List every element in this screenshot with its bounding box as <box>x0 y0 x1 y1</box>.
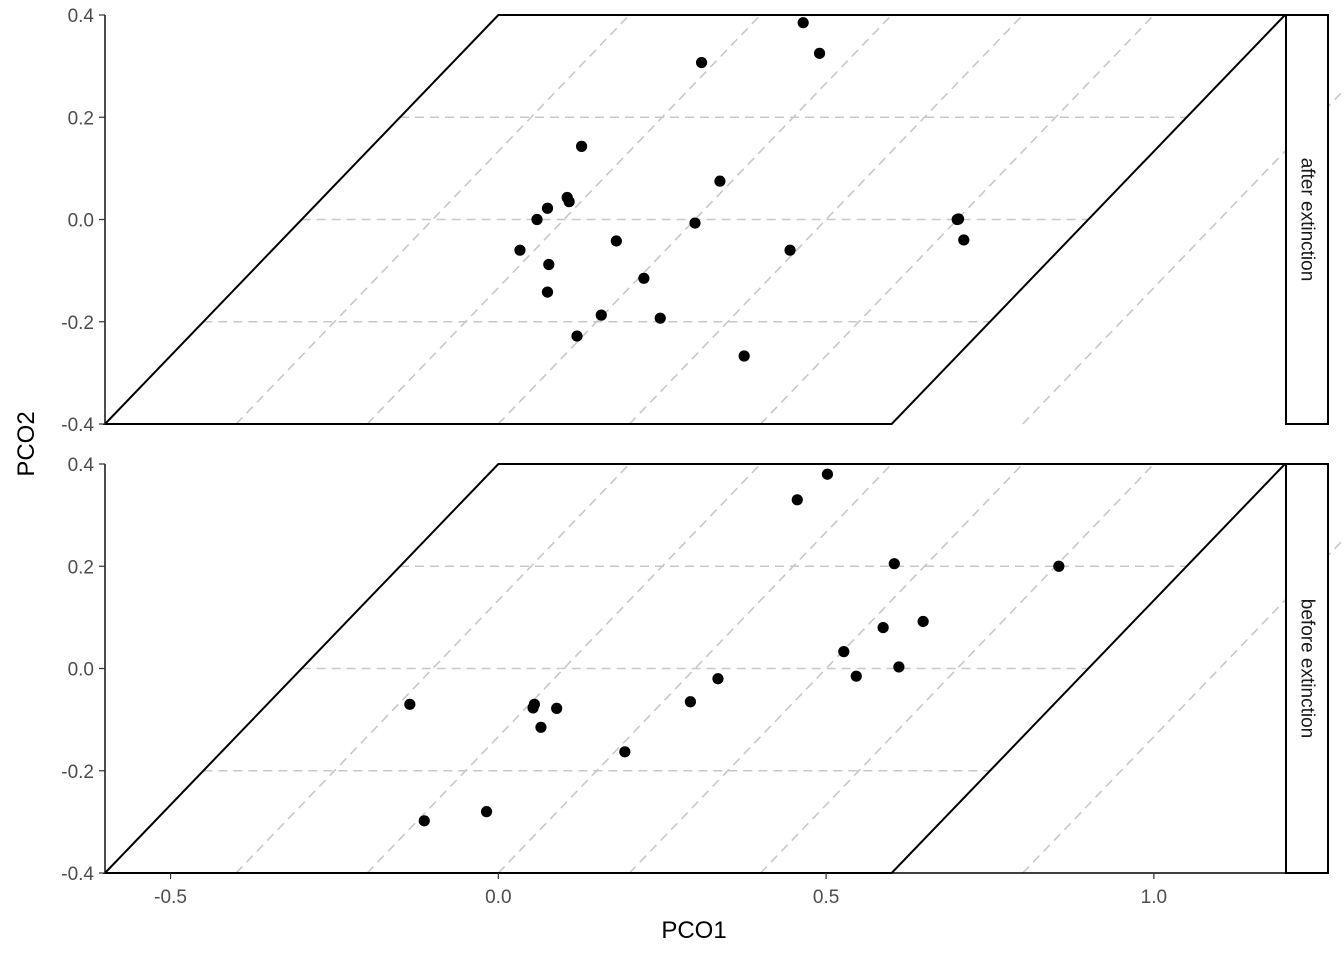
data-point <box>738 350 750 362</box>
x-tick-label: 0.5 <box>813 887 839 908</box>
y-axis-title: PCO2 <box>13 411 40 476</box>
x-tick-label: -0.5 <box>154 887 187 908</box>
grid-line-diagonal <box>759 14 1155 425</box>
data-point <box>418 815 430 827</box>
y-tick-label: -0.2 <box>61 762 94 783</box>
data-point <box>654 312 666 324</box>
data-point <box>684 696 697 708</box>
y-tick-label: 0.0 <box>68 211 94 232</box>
data-point <box>1053 560 1065 572</box>
panel-after-extinction: -0.4 -0.2 0.0 0.2 0.4 after extinction <box>61 6 1344 436</box>
data-point <box>952 213 965 225</box>
data-point <box>514 244 526 256</box>
facet-strip <box>1285 14 1329 425</box>
grid-line-diagonal <box>497 463 893 874</box>
data-point <box>571 330 583 342</box>
grid-line-diagonal <box>628 463 1024 874</box>
data-point <box>575 140 588 152</box>
data-point <box>638 272 650 284</box>
data-point <box>610 235 622 247</box>
facet-strip-label: after extinction <box>1297 158 1318 282</box>
data-point <box>838 646 850 658</box>
grid-line-diagonal <box>497 14 893 425</box>
data-point <box>543 258 555 271</box>
data-point <box>695 56 708 69</box>
grid-line-diagonal <box>366 463 762 874</box>
data-point <box>797 17 809 29</box>
grid-line-diagonal <box>759 463 1155 874</box>
data-point <box>551 702 563 714</box>
data-point <box>527 702 539 714</box>
data-point <box>619 746 631 758</box>
data-point <box>714 175 726 187</box>
data-point <box>821 468 834 480</box>
grid-line-diagonal <box>235 463 631 874</box>
grid-line-diagonal <box>1022 537 1344 874</box>
facet-strip-label: before extinction <box>1297 599 1318 738</box>
data-point <box>541 202 554 214</box>
data-point <box>404 698 416 710</box>
y-tick-label: -0.4 <box>61 415 94 436</box>
data-point <box>958 234 970 246</box>
grid-line-diagonal <box>235 14 631 425</box>
y-tick-label: -0.4 <box>61 864 94 885</box>
y-tick-label: -0.2 <box>61 313 94 334</box>
data-point <box>893 661 905 673</box>
x-tick-label: 0.0 <box>485 887 511 908</box>
data-point <box>535 721 547 733</box>
grid-line-diagonal <box>366 14 762 425</box>
data-point <box>850 670 862 682</box>
data-point <box>784 244 796 256</box>
data-point <box>541 286 554 298</box>
data-point <box>791 494 803 506</box>
data-point <box>595 309 607 321</box>
x-axis-title: PCO1 <box>661 917 726 944</box>
y-tick-label: 0.4 <box>68 455 95 476</box>
y-tick-label: 0.0 <box>68 660 94 681</box>
x-tick-label: 1.0 <box>1141 887 1167 908</box>
facet-strip <box>1285 463 1329 874</box>
data-point <box>712 673 724 685</box>
data-point <box>563 196 575 208</box>
panel-before-extinction: -0.4 -0.2 0.0 0.2 0.4 before extinction -0.5 0.… <box>61 455 1344 908</box>
data-point <box>689 217 701 229</box>
data-point <box>888 558 900 570</box>
grid-line-diagonal <box>1022 88 1344 425</box>
data-point <box>877 622 889 634</box>
data-point <box>531 213 543 226</box>
y-tick-label: 0.4 <box>68 6 95 27</box>
data-point <box>480 806 493 818</box>
grid-line-diagonal <box>628 14 1024 425</box>
data-point <box>917 615 929 628</box>
y-tick-label: 0.2 <box>68 557 94 578</box>
y-tick-label: 0.2 <box>68 108 94 129</box>
data-point <box>813 47 826 59</box>
